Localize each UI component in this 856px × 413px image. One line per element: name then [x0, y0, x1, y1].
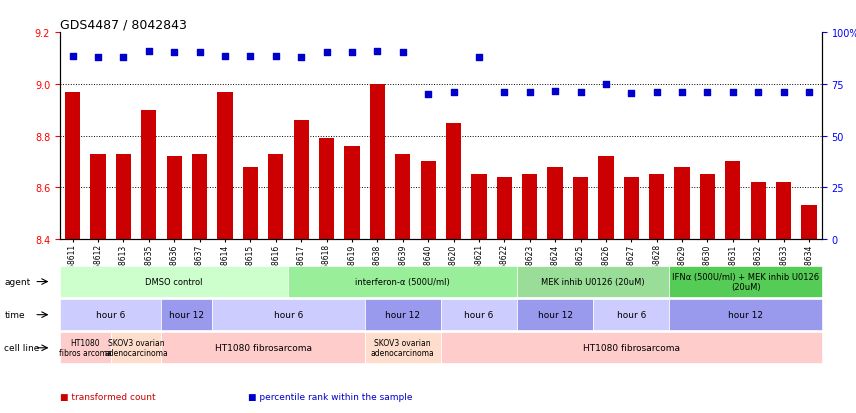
- Bar: [624, 178, 639, 240]
- Point: [371, 48, 384, 55]
- Bar: [116, 154, 131, 240]
- Text: hour 6: hour 6: [274, 311, 303, 319]
- Text: hour 6: hour 6: [464, 311, 494, 319]
- Bar: [801, 206, 817, 240]
- Bar: [649, 175, 664, 240]
- Point: [523, 90, 537, 96]
- Bar: [65, 93, 80, 240]
- Bar: [217, 93, 233, 240]
- Point: [294, 55, 308, 61]
- Text: hour 6: hour 6: [616, 311, 646, 319]
- Point: [675, 90, 689, 96]
- Text: GDS4487 / 8042843: GDS4487 / 8042843: [60, 19, 187, 32]
- Point: [142, 48, 156, 55]
- Point: [624, 91, 638, 97]
- Point: [269, 54, 282, 60]
- Text: hour 12: hour 12: [728, 311, 763, 319]
- Bar: [496, 178, 512, 240]
- Text: hour 12: hour 12: [538, 311, 573, 319]
- Bar: [243, 167, 258, 240]
- Text: HT1080 fibrosarcoma: HT1080 fibrosarcoma: [583, 344, 680, 352]
- Bar: [446, 123, 461, 240]
- Point: [395, 50, 410, 56]
- Point: [66, 54, 80, 60]
- Point: [650, 90, 663, 96]
- Text: SKOV3 ovarian
adenocarcinoma: SKOV3 ovarian adenocarcinoma: [104, 338, 168, 358]
- Point: [193, 50, 206, 56]
- Bar: [598, 157, 614, 240]
- Bar: [548, 167, 562, 240]
- Text: ■ percentile rank within the sample: ■ percentile rank within the sample: [248, 392, 413, 401]
- Point: [447, 90, 461, 96]
- Point: [700, 90, 714, 96]
- Bar: [268, 154, 283, 240]
- Point: [752, 90, 765, 96]
- Bar: [141, 110, 157, 240]
- Point: [218, 54, 232, 60]
- Point: [802, 90, 816, 96]
- Text: IFNα (500U/ml) + MEK inhib U0126
(20uM): IFNα (500U/ml) + MEK inhib U0126 (20uM): [672, 272, 819, 292]
- Bar: [370, 85, 385, 240]
- Bar: [192, 154, 207, 240]
- Point: [599, 81, 613, 88]
- Point: [777, 90, 791, 96]
- Point: [167, 50, 181, 56]
- Point: [574, 90, 587, 96]
- Point: [319, 50, 333, 56]
- Bar: [725, 162, 740, 240]
- Point: [497, 90, 511, 96]
- Text: hour 6: hour 6: [96, 311, 125, 319]
- Text: hour 12: hour 12: [385, 311, 420, 319]
- Text: MEK inhib U0126 (20uM): MEK inhib U0126 (20uM): [541, 278, 645, 286]
- Text: time: time: [4, 311, 25, 319]
- Point: [91, 55, 104, 61]
- Bar: [167, 157, 181, 240]
- Text: interferon-α (500U/ml): interferon-α (500U/ml): [355, 278, 450, 286]
- Bar: [751, 183, 766, 240]
- Bar: [91, 154, 105, 240]
- Bar: [522, 175, 538, 240]
- Bar: [700, 175, 715, 240]
- Bar: [395, 154, 410, 240]
- Point: [243, 54, 257, 60]
- Point: [421, 92, 435, 98]
- Bar: [344, 147, 360, 240]
- Point: [345, 50, 359, 56]
- Text: agent: agent: [4, 278, 31, 286]
- Point: [726, 90, 740, 96]
- Bar: [573, 178, 588, 240]
- Bar: [472, 175, 486, 240]
- Point: [473, 55, 486, 61]
- Bar: [420, 162, 436, 240]
- Bar: [319, 139, 334, 240]
- Text: HT1080 fibrosarcoma: HT1080 fibrosarcoma: [215, 344, 312, 352]
- Point: [548, 88, 562, 95]
- Point: [116, 55, 130, 61]
- Text: cell line: cell line: [4, 344, 39, 352]
- Text: HT1080
fibros arcoma: HT1080 fibros arcoma: [59, 338, 111, 358]
- Text: SKOV3 ovarian
adenocarcinoma: SKOV3 ovarian adenocarcinoma: [371, 338, 435, 358]
- Bar: [675, 167, 690, 240]
- Bar: [294, 121, 309, 240]
- Text: ■ transformed count: ■ transformed count: [60, 392, 156, 401]
- Text: hour 12: hour 12: [169, 311, 205, 319]
- Text: DMSO control: DMSO control: [146, 278, 203, 286]
- Bar: [776, 183, 791, 240]
